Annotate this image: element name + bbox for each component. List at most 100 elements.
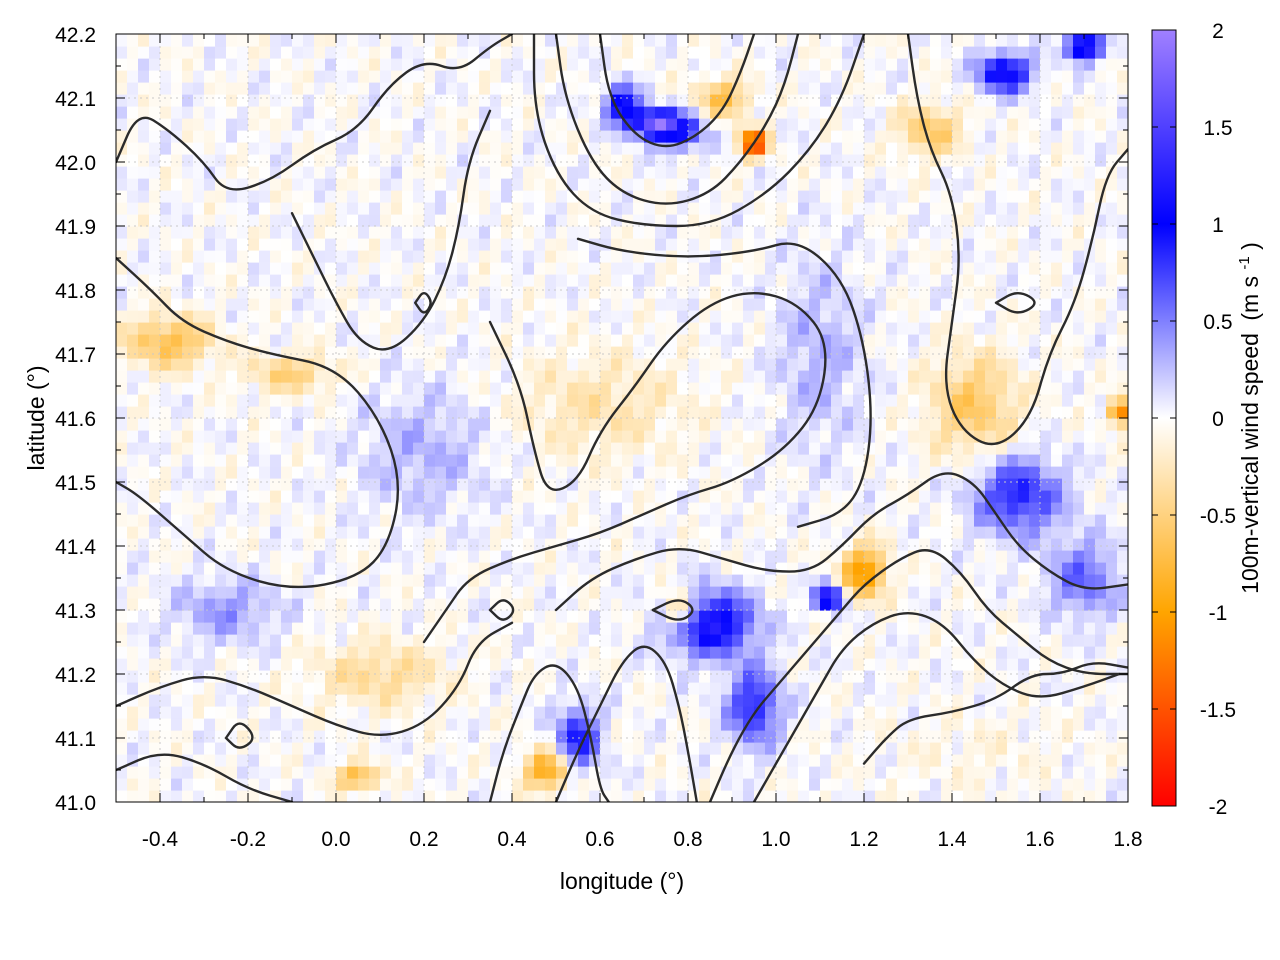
heatmap-cell <box>1073 190 1085 203</box>
heatmap-cell <box>413 166 425 179</box>
heatmap-cell <box>182 286 194 299</box>
heatmap-cell <box>853 370 865 383</box>
heatmap-cell <box>468 574 480 587</box>
heatmap-cell <box>490 214 502 227</box>
heatmap-cell <box>666 454 678 467</box>
heatmap-cell <box>237 334 249 347</box>
heatmap-cell <box>347 562 359 575</box>
heatmap-cell <box>644 478 656 491</box>
heatmap-cell <box>446 694 458 707</box>
heatmap-cell <box>292 334 304 347</box>
heatmap-cell <box>831 706 843 719</box>
heatmap-cell <box>358 790 370 802</box>
heatmap-cell <box>171 634 183 647</box>
heatmap-cell <box>908 598 920 611</box>
heatmap-cell <box>402 694 414 707</box>
heatmap-cell <box>270 706 282 719</box>
heatmap-cell <box>457 202 469 215</box>
heatmap-cell <box>974 646 986 659</box>
heatmap-cell <box>501 190 513 203</box>
heatmap-cell <box>776 550 788 563</box>
heatmap-cell <box>523 562 535 575</box>
heatmap-cell <box>611 250 623 263</box>
heatmap-cell <box>776 262 788 275</box>
heatmap-cell <box>897 238 909 251</box>
heatmap-cell <box>182 262 194 275</box>
heatmap-cell <box>292 622 304 635</box>
heatmap-cell <box>138 706 150 719</box>
heatmap-cell <box>831 274 843 287</box>
heatmap-cell <box>688 526 700 539</box>
heatmap-cell <box>325 166 337 179</box>
heatmap-cell <box>666 442 678 455</box>
heatmap-cell <box>501 574 513 587</box>
heatmap-cell <box>204 154 216 167</box>
heatmap-cell <box>292 634 304 647</box>
heatmap-cell <box>457 490 469 503</box>
heatmap-cell <box>545 238 557 251</box>
heatmap-cell <box>600 346 612 359</box>
heatmap-cell <box>160 442 172 455</box>
heatmap-cell <box>413 250 425 263</box>
heatmap-cell <box>644 730 656 743</box>
heatmap-cell <box>1029 478 1041 491</box>
heatmap-cell <box>468 634 480 647</box>
heatmap-cell <box>1018 718 1030 731</box>
heatmap-cell <box>1007 298 1019 311</box>
heatmap-cell <box>138 694 150 707</box>
heatmap-cell <box>1007 346 1019 359</box>
heatmap-cell <box>281 718 293 731</box>
heatmap-cell <box>325 790 337 802</box>
heatmap-cell <box>930 298 942 311</box>
heatmap-cell <box>534 346 546 359</box>
heatmap-cell <box>864 310 876 323</box>
heatmap-cell <box>512 610 524 623</box>
heatmap-cell <box>952 718 964 731</box>
heatmap-cell <box>952 502 964 515</box>
heatmap-cell <box>710 598 722 611</box>
heatmap-cell <box>259 502 271 515</box>
heatmap-cell <box>919 742 931 755</box>
heatmap-cell <box>974 442 986 455</box>
heatmap-cell <box>556 574 568 587</box>
heatmap-cell <box>1095 742 1107 755</box>
heatmap-cell <box>446 550 458 563</box>
heatmap-cell <box>259 598 271 611</box>
heatmap-cell <box>721 262 733 275</box>
heatmap-cell <box>545 442 557 455</box>
heatmap-cell <box>204 454 216 467</box>
heatmap-cell <box>292 682 304 695</box>
heatmap-cell <box>699 754 711 767</box>
heatmap-cell <box>952 586 964 599</box>
heatmap-cell <box>732 646 744 659</box>
heatmap-cell <box>149 226 161 239</box>
heatmap-cell <box>182 646 194 659</box>
heatmap-cell <box>875 790 887 802</box>
heatmap-cell <box>1106 178 1118 191</box>
heatmap-cell <box>985 526 997 539</box>
heatmap-cell <box>501 346 513 359</box>
heatmap-cell <box>743 226 755 239</box>
heatmap-cell <box>314 466 326 479</box>
heatmap-cell <box>1018 310 1030 323</box>
heatmap-cell <box>248 538 260 551</box>
heatmap-cell <box>556 322 568 335</box>
heatmap-cell <box>974 550 986 563</box>
heatmap-cell <box>325 442 337 455</box>
heatmap-cell <box>237 166 249 179</box>
heatmap-cell <box>1117 166 1128 179</box>
heatmap-cell <box>666 226 678 239</box>
heatmap-cell <box>941 658 953 671</box>
heatmap-cell <box>853 226 865 239</box>
heatmap-cell <box>886 742 898 755</box>
heatmap-cell <box>182 322 194 335</box>
heatmap-cell <box>809 310 821 323</box>
heatmap-cell <box>567 370 579 383</box>
heatmap-cell <box>325 310 337 323</box>
heatmap-cell <box>237 562 249 575</box>
heatmap-cell <box>237 670 249 683</box>
heatmap-cell <box>776 718 788 731</box>
heatmap-cell <box>1106 682 1118 695</box>
heatmap-cell <box>787 226 799 239</box>
heatmap-cell <box>809 370 821 383</box>
